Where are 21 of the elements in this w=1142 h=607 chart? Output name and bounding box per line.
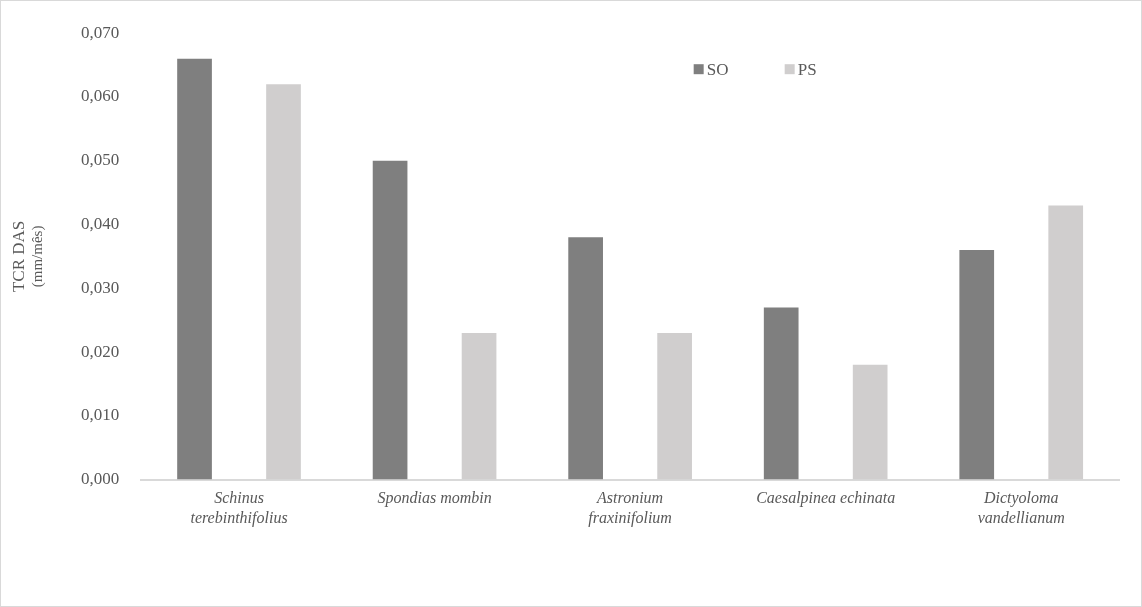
y-tick-label: 0,020 <box>81 341 120 361</box>
bar <box>372 160 408 480</box>
x-tick-label: Dictyoloma vandellianum <box>977 489 1065 526</box>
bar <box>959 250 995 480</box>
y-tick-label: 0,030 <box>81 277 120 297</box>
y-axis-title: TCR DAS (mm/mês) <box>9 220 46 293</box>
x-tick-label: Spondias mombin <box>377 489 492 508</box>
y-tick-label: 0,060 <box>81 86 120 106</box>
x-tick-label: Astronium fraxinifolium <box>588 489 672 527</box>
y-tick-label: 0,070 <box>81 22 120 42</box>
bar <box>177 58 212 480</box>
bar <box>568 237 603 480</box>
x-tick-label: Schinus terebinthifolius <box>190 489 288 527</box>
y-tick-label: 0,050 <box>81 150 120 170</box>
bar <box>763 307 799 480</box>
legend-label: SO <box>706 59 729 79</box>
legend-label: PS <box>797 59 817 79</box>
y-tick-label: 0,040 <box>81 213 120 233</box>
y-tick-label: 0,010 <box>81 405 120 425</box>
x-tick-label: Caesalpinea echinata <box>756 489 896 508</box>
y-tick-label: 0,000 <box>81 469 120 489</box>
